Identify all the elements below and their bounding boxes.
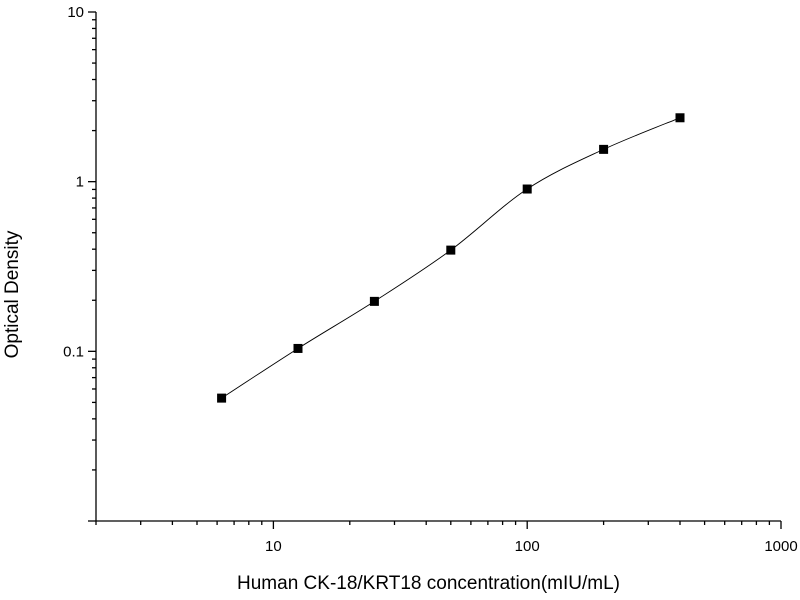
data-point xyxy=(446,245,456,255)
y-axis-title: Optical Density xyxy=(2,230,23,358)
x-tick-label: 100 xyxy=(515,538,540,555)
fit-curve xyxy=(221,117,681,399)
axes xyxy=(95,12,781,522)
tick-marks xyxy=(88,11,782,529)
x-tick-label: 10 xyxy=(265,538,282,555)
data-point xyxy=(599,144,609,154)
y-tick-label: 10 xyxy=(67,4,84,21)
x-axis-title: Human CK-18/KRT18 concentration(mIU/mL) xyxy=(237,573,620,594)
data-point xyxy=(675,113,685,123)
data-point xyxy=(369,296,379,306)
y-tick-label: 0.1 xyxy=(63,343,84,360)
y-tick-label: 1 xyxy=(76,174,84,191)
data-points xyxy=(217,113,685,403)
x-tick-label: 1000 xyxy=(764,538,797,555)
data-point xyxy=(522,184,532,194)
data-point xyxy=(293,343,303,353)
tick-labels: 10 100 1000 0.1 1 10 xyxy=(63,4,798,555)
data-point xyxy=(217,393,227,403)
